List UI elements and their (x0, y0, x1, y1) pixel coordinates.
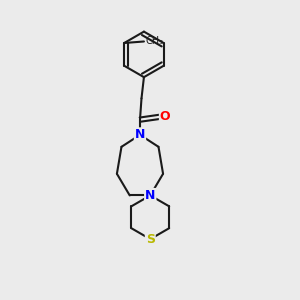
Text: CH₃: CH₃ (146, 37, 164, 46)
Text: S: S (146, 232, 155, 246)
Text: O: O (160, 110, 170, 123)
Text: N: N (135, 128, 145, 141)
Text: N: N (145, 189, 155, 202)
